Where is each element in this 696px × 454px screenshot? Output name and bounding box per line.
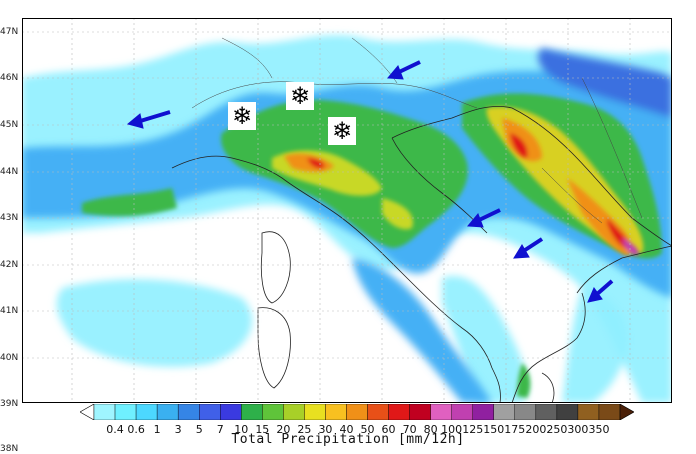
colorbar-tick-label: 25 — [297, 423, 312, 436]
colorbar-title: Total Precipitation [mm/12h] — [231, 432, 465, 447]
colorbar-tick-label: 70 — [402, 423, 417, 436]
colorbar-swatches — [79, 403, 635, 421]
colorbar-tick-label: 80 — [423, 423, 438, 436]
lat-label-43n: 43N — [0, 213, 19, 223]
colorbar-tick-label: 15 — [255, 423, 270, 436]
colorbar-swatch — [472, 403, 494, 421]
colorbar-tick-label: 175 — [504, 423, 526, 436]
lat-label-44n: 44N — [0, 167, 19, 177]
colorbar-swatch — [304, 403, 326, 421]
precipitation-map: ❄ ❄ ❄ — [22, 18, 672, 403]
colorbar-swatch — [156, 403, 179, 421]
colorbar-swatch — [388, 403, 410, 421]
wind-arrow-icon — [513, 237, 544, 259]
lat-label-39n: 39N — [0, 399, 19, 409]
svg-text:❄: ❄ — [290, 82, 310, 110]
svg-text:❄: ❄ — [232, 102, 252, 130]
colorbar-swatch — [262, 403, 284, 421]
colorbar-max-triangle — [619, 403, 635, 421]
colorbar-swatch — [93, 403, 116, 421]
colorbar-swatch — [283, 403, 305, 421]
colorbar-tick-label: 350 — [588, 423, 610, 436]
coastlines — [171, 105, 672, 403]
colorbar-tick-label: 0.6 — [127, 423, 145, 436]
colorbar-swatch — [598, 403, 621, 421]
lat-label-45n: 45N — [0, 120, 19, 130]
colorbar-tick-label: 200 — [525, 423, 547, 436]
colorbar-tick-label: 0.4 — [106, 423, 124, 436]
snowflake-icon: ❄ — [328, 117, 356, 145]
svg-text:❄: ❄ — [332, 117, 352, 145]
colorbar-tick-label: 7 — [216, 423, 224, 436]
colorbar-swatch — [114, 403, 137, 421]
wind-arrow-icon — [386, 60, 421, 80]
colorbar-tick-label: 100 — [441, 423, 463, 436]
colorbar-tick-label: 10 — [234, 423, 249, 436]
colorbar-tick-label: 60 — [381, 423, 396, 436]
snowflake-icon: ❄ — [228, 102, 256, 130]
colorbar-tick-label: 250 — [546, 423, 568, 436]
wind-arrow-icon — [466, 208, 501, 228]
colorbar-swatch — [409, 403, 431, 421]
colorbar — [79, 403, 635, 426]
colorbar-swatch — [241, 403, 263, 421]
colorbar-swatch — [135, 403, 158, 421]
colorbar-swatch — [325, 403, 347, 421]
colorbar-swatch — [346, 403, 368, 421]
wind-arrow-icon — [587, 279, 614, 303]
lat-label-40n: 40N — [0, 353, 19, 363]
colorbar-tick-label: 150 — [483, 423, 505, 436]
colorbar-min-triangle — [79, 403, 95, 421]
precip-heavy-layer — [284, 118, 639, 256]
colorbar-swatch — [493, 403, 516, 421]
lat-label-41n: 41N — [0, 306, 19, 316]
colorbar-tick-label: 5 — [195, 423, 203, 436]
colorbar-tick-label: 50 — [360, 423, 375, 436]
colorbar-tick-label: 300 — [567, 423, 589, 436]
colorbar-swatch — [220, 403, 242, 421]
colorbar-swatch — [177, 403, 200, 421]
colorbar-swatch — [451, 403, 473, 421]
colorbar-swatch — [556, 403, 579, 421]
colorbar-swatch — [430, 403, 452, 421]
colorbar-swatch — [514, 403, 537, 421]
snowflake-icon: ❄ — [286, 82, 314, 110]
lat-label-42n: 42N — [0, 260, 19, 270]
colorbar-tick-label: 30 — [318, 423, 333, 436]
lat-label-46n: 46N — [0, 73, 19, 83]
colorbar-tick-label: 1 — [153, 423, 161, 436]
lat-label-38n: 38N — [0, 444, 19, 454]
lat-label-47n: 47N — [0, 27, 19, 37]
colorbar-tick-label: 20 — [276, 423, 291, 436]
graticule — [22, 18, 672, 403]
colorbar-swatch — [198, 403, 221, 421]
map-border — [22, 18, 672, 403]
colorbar-swatch — [535, 403, 558, 421]
wind-arrow-icon — [126, 110, 171, 129]
colorbar-swatch — [367, 403, 389, 421]
colorbar-tick-label: 40 — [339, 423, 354, 436]
colorbar-tick-label: 125 — [462, 423, 484, 436]
colorbar-tick-label: 3 — [174, 423, 182, 436]
colorbar-swatch — [577, 403, 600, 421]
